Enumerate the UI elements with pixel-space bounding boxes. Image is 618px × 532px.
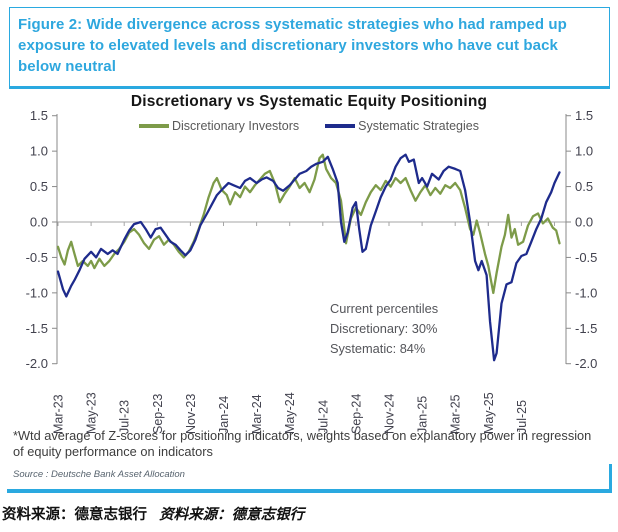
right-axis-tick-label: -2.0 (575, 356, 597, 371)
x-axis-tick-label: May-25 (482, 392, 496, 434)
x-axis-tick-label: Jan-25 (416, 396, 430, 434)
source-line: Source : Deutsche Bank Asset Allocation (13, 469, 185, 480)
legend-label-systematic: Systematic Strategies (358, 119, 479, 133)
right-axis-tick-label: -0.5 (575, 250, 597, 265)
legend-item-discretionary: Discretionary Investors (138, 119, 300, 133)
positioning-line-chart: 1.5 1.0 0.5 0.0 -0.5 -1.0 -1.5 -2.0 1.5 1.0 0.5 0.0… (26, 108, 598, 434)
x-axis-tick-label: Jul-23 (118, 400, 132, 434)
right-axis-tick-label: -1.0 (575, 285, 597, 300)
annotation-title: Current percentiles (330, 301, 439, 316)
right-axis-tick-label: 0.5 (575, 179, 593, 194)
x-axis-tick-label: Mar-23 (52, 394, 66, 434)
x-axis-tick-label: Nov-24 (383, 394, 397, 434)
chart-title: Discretionary vs Systematic Equity Posit… (130, 93, 488, 110)
right-axis-tick-label: 1.5 (575, 108, 593, 123)
caption-italic: 资料来源：德意志银行 (159, 507, 305, 523)
x-axis-tick-label: Mar-25 (449, 394, 463, 434)
left-axis-tick-label: 0.0 (30, 215, 48, 230)
frame-bottom-bar (7, 489, 612, 493)
x-axis-tick-label: Nov-23 (184, 394, 198, 434)
systematic-line-swatch (325, 124, 356, 128)
x-axis-tick-label: Mar-24 (250, 394, 264, 434)
annotation-discretionary: Discretionary: 30% (330, 321, 438, 336)
caption-bold: 资料来源：德意志银行 (2, 507, 147, 523)
x-axis-tick-label: May-23 (85, 392, 99, 434)
left-axis-tick-label: 1.5 (30, 108, 48, 123)
x-axis-tick-label: Jul-25 (515, 400, 529, 434)
percentiles-annotation: Current percentiles Discretionary: 30% S… (330, 299, 438, 359)
left-axis-tick-label: -1.0 (26, 285, 48, 300)
discretionary-series-line (56, 153, 561, 295)
left-axis-tick-label: -2.0 (26, 356, 48, 371)
systematic-series-line (56, 153, 561, 362)
figure-header-text: Figure 2: Wide divergence across systema… (18, 16, 567, 75)
legend-label-discretionary: Discretionary Investors (171, 119, 300, 133)
legend-item-systematic: Systematic Strategies (325, 119, 479, 133)
x-axis-tick-label: Sep-24 (349, 394, 363, 434)
figure-header: Figure 2: Wide divergence across systema… (9, 7, 610, 89)
discretionary-line-swatch (138, 124, 169, 128)
chart-footnote: *Wtd average of Z-scores for positioning… (13, 428, 592, 459)
x-axis-tick-label: May-24 (283, 392, 297, 434)
x-axis-tick-label: Jul-24 (316, 400, 330, 434)
left-axis-tick-label: 0.5 (30, 179, 48, 194)
left-axis-tick-label: 1.0 (30, 144, 48, 159)
right-axis-tick-label: 0.0 (575, 215, 593, 230)
x-axis-tick-label: Sep-23 (151, 394, 165, 434)
x-axis-tick-label: Jan-24 (217, 396, 231, 434)
chart-legend: Discretionary Investors Systematic Strat… (0, 119, 618, 133)
left-axis-tick-label: -1.5 (26, 321, 48, 336)
right-axis-tick-label: -1.5 (575, 321, 597, 336)
right-axis-tick-label: 1.0 (575, 144, 593, 159)
left-axis-tick-label: -0.5 (26, 250, 48, 265)
caption: 资料来源：德意志银行 资料来源：德意志银行 (2, 503, 304, 524)
annotation-systematic: Systematic: 84% (330, 341, 426, 356)
frame-right-stub (609, 464, 612, 493)
